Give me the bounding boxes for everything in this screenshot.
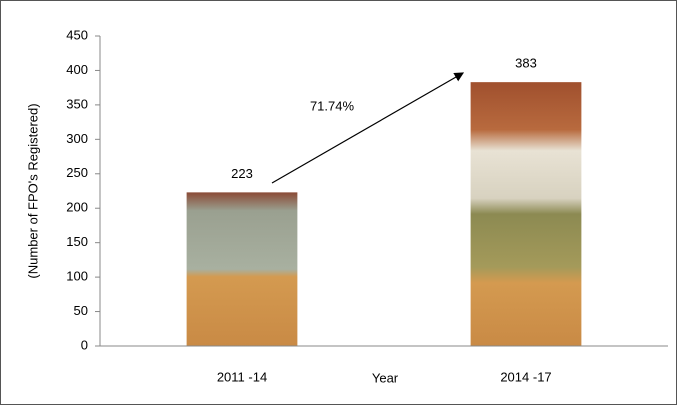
bar [186,192,298,346]
y-tick-label: 200 [66,200,88,215]
growth-arrow [271,72,465,184]
bar [470,82,582,347]
y-tick-label: 450 [66,27,88,42]
y-tick-label: 400 [66,62,88,77]
y-axis-label: (Number of FPO's Registered) [25,103,40,278]
y-tick-label: 250 [66,165,88,180]
value-label: 223 [231,166,253,181]
y-tick-label: 50 [74,303,88,318]
annotation: 71.74% [310,98,355,113]
y-tick-label: 350 [66,96,88,111]
y-tick-label: 100 [66,269,88,284]
x-tick-label: 2011 -14 [217,369,267,384]
y-tick-label: 0 [81,337,88,352]
x-tick-label: 2014 -17 [500,369,551,384]
value-label: 383 [515,56,537,71]
y-tick-label: 300 [66,131,88,146]
x-axis-label: Year [372,370,399,385]
y-tick-label: 150 [66,234,88,249]
